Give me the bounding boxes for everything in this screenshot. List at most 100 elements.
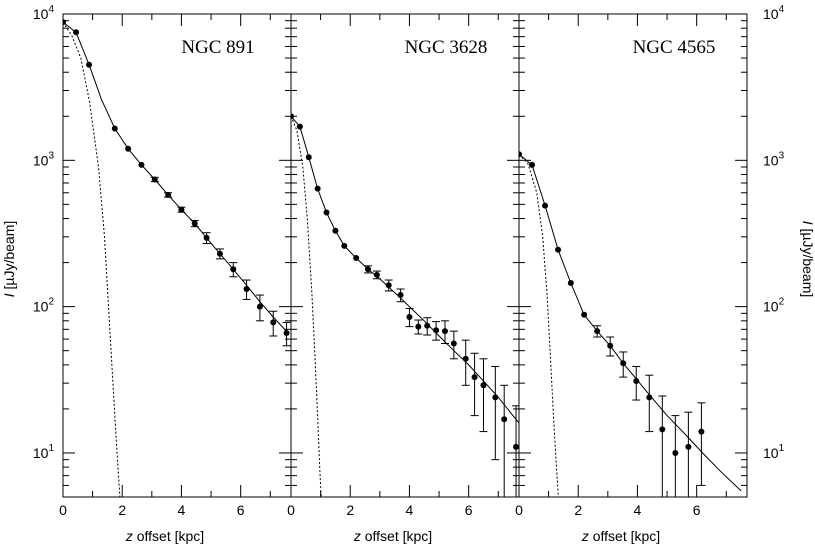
data-point — [125, 145, 132, 152]
y-tick-label-left: 102 — [33, 297, 55, 315]
y-axis-label-italic-right: I — [800, 221, 815, 225]
x-axis-label: z offset [kpc] — [125, 528, 204, 544]
data-point — [138, 161, 145, 168]
data-point — [415, 323, 422, 330]
data-point — [492, 394, 499, 401]
data-point — [283, 330, 290, 337]
data-point — [501, 416, 508, 423]
x-tick-label: 2 — [574, 502, 582, 518]
y-axis-label-left: I [µJy/beam] — [1, 221, 17, 298]
y-tick-label-right: 104 — [763, 4, 785, 22]
data-point — [555, 246, 562, 253]
beam-profile-line — [63, 21, 121, 497]
x-axis-label: z offset [kpc] — [353, 528, 432, 544]
panel-title: NGC 4565 — [633, 37, 716, 58]
model-fit-line — [519, 153, 742, 492]
model-fit-line — [63, 21, 289, 334]
panel-ngc-3628: 0 2 4 6 z offset [kpc] NGC 3628 — [287, 14, 519, 544]
y-tick-exponent: 1 — [779, 443, 785, 454]
y-tick-label-right: 103 — [763, 150, 785, 168]
data-point — [73, 29, 80, 36]
panel-title: NGC 891 — [181, 37, 254, 58]
data-point — [433, 327, 440, 334]
y-tick-base: 10 — [33, 299, 49, 315]
y-tick-exponent: 4 — [48, 4, 54, 15]
y-tick-exponent: 2 — [779, 297, 785, 308]
data-point — [353, 254, 360, 261]
data-point — [529, 161, 536, 168]
data-point — [659, 426, 666, 433]
data-point — [63, 19, 66, 26]
data-point — [441, 328, 448, 335]
data-point — [450, 340, 457, 347]
data-point — [373, 271, 380, 278]
data-point — [191, 220, 198, 227]
data-point — [646, 394, 653, 401]
data-point — [385, 282, 392, 289]
y-tick-base: 10 — [763, 445, 779, 461]
x-axis-label: z offset [kpc] — [581, 528, 660, 544]
y-tick-exponent: 1 — [48, 443, 54, 454]
panel-ngc-4565: 0 2 4 6 z offset [kpc] NGC 4565 — [515, 14, 742, 544]
x-axis-label-italic: z — [125, 528, 133, 544]
x-tick-label: 0 — [287, 502, 295, 518]
y-tick-exponent: 2 — [48, 297, 54, 308]
y-tick-base: 10 — [763, 6, 779, 22]
data-point — [513, 443, 519, 450]
panel-content — [63, 19, 291, 497]
x-tick-label: 2 — [346, 502, 354, 518]
beam-profile-line — [519, 153, 559, 497]
y-axis-label-italic: I — [1, 293, 17, 297]
data-point — [581, 311, 588, 318]
data-point — [341, 242, 348, 249]
data-point — [291, 113, 294, 120]
x-tick-label: 4 — [634, 502, 642, 518]
y-tick-base: 10 — [33, 6, 49, 22]
y-tick-base: 10 — [33, 445, 49, 461]
data-point — [672, 449, 679, 456]
x-tick-label: 0 — [515, 502, 523, 518]
data-point — [471, 374, 478, 381]
x-tick-label: 6 — [465, 502, 473, 518]
data-point — [270, 319, 277, 326]
data-point — [364, 266, 371, 273]
data-point — [305, 154, 312, 161]
panel-ngc-891: 0 2 4 6 z offset [kpc] NGC 891 — [59, 14, 291, 544]
data-point — [314, 185, 321, 192]
x-tick-label: 4 — [178, 502, 186, 518]
data-point — [567, 280, 574, 287]
y-tick-exponent: 3 — [779, 150, 785, 161]
x-tick-label: 6 — [693, 502, 701, 518]
x-tick-label: 6 — [237, 502, 245, 518]
data-point — [424, 322, 431, 329]
data-point — [698, 428, 705, 435]
data-point — [111, 125, 118, 132]
x-tick-label: 4 — [406, 502, 414, 518]
panel-content — [519, 151, 742, 497]
y-tick-base: 10 — [763, 152, 779, 168]
y-axis-label-units-right: [µJy/beam] — [800, 225, 815, 298]
data-point — [86, 61, 93, 68]
data-point — [633, 378, 640, 385]
x-axis-label-units: offset [kpc] — [589, 528, 660, 544]
y-tick-base: 10 — [763, 299, 779, 315]
data-point — [519, 151, 522, 158]
y-tick-label-left: 104 — [33, 4, 55, 22]
data-point — [178, 206, 185, 213]
y-tick-base: 10 — [33, 152, 49, 168]
data-point — [594, 328, 601, 335]
panel-title: NGC 3628 — [405, 37, 488, 58]
x-tick-label: 2 — [118, 502, 126, 518]
plot-frame — [62, 13, 748, 498]
data-point — [406, 313, 413, 320]
data-point — [151, 176, 158, 183]
x-axis-label-italic: z — [581, 528, 589, 544]
data-point — [165, 191, 172, 198]
x-axis-label-units: offset [kpc] — [361, 528, 432, 544]
x-tick-label: 0 — [59, 502, 67, 518]
x-axis-label-units: offset [kpc] — [133, 528, 204, 544]
y-tick-exponent: 3 — [48, 150, 54, 161]
data-point — [620, 360, 627, 367]
